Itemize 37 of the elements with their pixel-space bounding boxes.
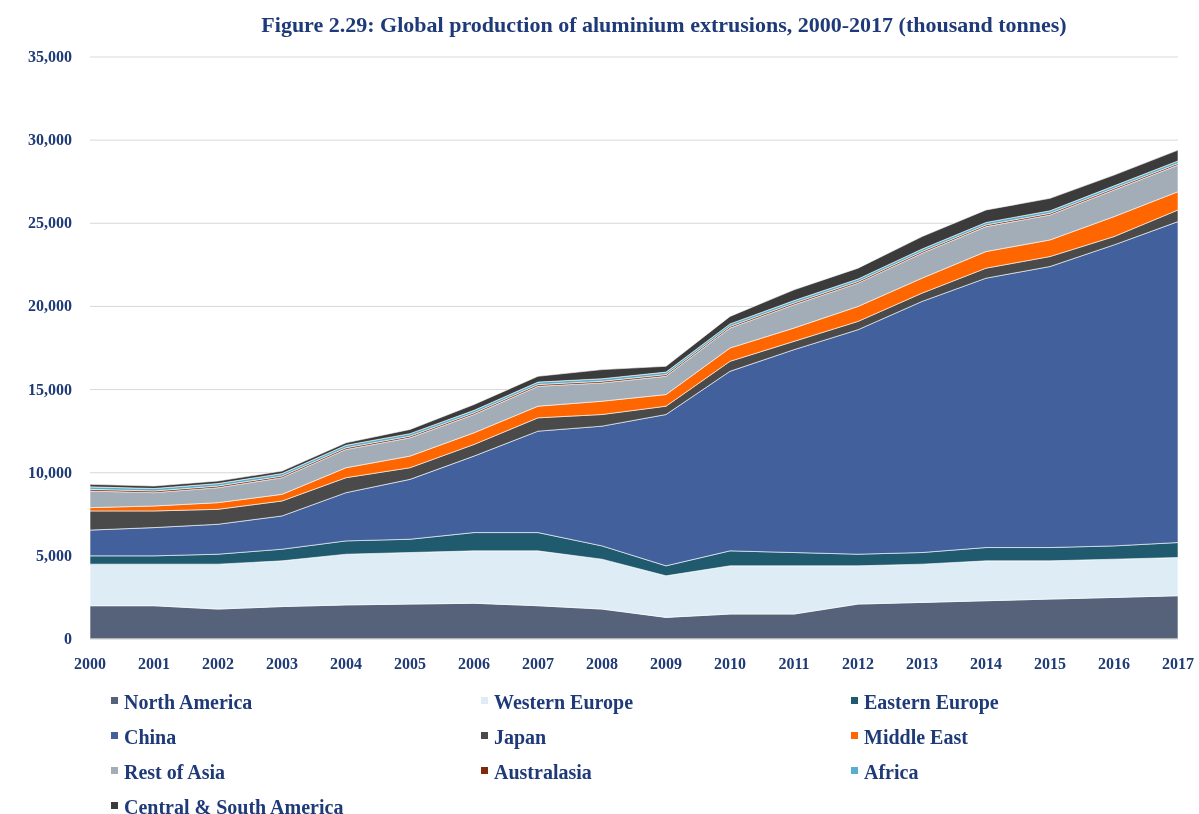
legend-label: Australasia <box>494 760 592 783</box>
y-tick-label: 20,000 <box>28 297 72 315</box>
x-tick-label: 2001 <box>138 655 170 672</box>
legend-label: Central & South America <box>124 795 344 814</box>
x-tick-label: 2009 <box>650 655 682 672</box>
y-tick-label: 25,000 <box>28 214 72 232</box>
y-tick-label: 10,000 <box>28 463 72 481</box>
y-tick-label: 35,000 <box>28 48 72 65</box>
x-tick-label: 2012 <box>842 655 874 672</box>
x-tick-label: 2008 <box>586 655 618 672</box>
x-tick-label: 2016 <box>1098 655 1130 672</box>
x-tick-label: 2003 <box>266 655 298 672</box>
y-tick-label: 15,000 <box>28 380 72 398</box>
x-tick-label: 2002 <box>202 655 234 672</box>
y-tick-label: 30,000 <box>28 131 72 149</box>
y-tick-label: 0 <box>64 630 72 647</box>
chart-title: Figure 2.29: Global production of aluminium extrusions, 2000-2017 (thousand tonnes) <box>261 12 1067 37</box>
legend-label: Western Europe <box>494 690 634 714</box>
x-tick-label: 2004 <box>330 655 362 672</box>
legend-label: China <box>124 725 177 748</box>
x-tick-label: 2000 <box>74 655 106 672</box>
x-tick-label: 2010 <box>714 655 746 672</box>
legend-label: Eastern Europe <box>864 690 999 714</box>
x-tick-label: 2013 <box>906 655 938 672</box>
legend-label: Africa <box>864 760 919 783</box>
x-tick-label: 2011 <box>778 655 810 672</box>
x-tick-label: 2007 <box>522 655 554 672</box>
legend-label: North America <box>124 690 253 713</box>
x-tick-label: 2014 <box>970 655 1002 672</box>
legend-label: Japan <box>494 725 547 749</box>
y-tick-label: 5,000 <box>36 546 72 564</box>
x-tick-label: 2015 <box>1034 655 1066 672</box>
x-tick-label: 2006 <box>458 655 490 672</box>
legend-label: Middle East <box>864 725 969 748</box>
x-tick-label: 2017 <box>1162 655 1194 672</box>
legend-label: Rest of Asia <box>124 760 226 783</box>
x-tick-label: 2005 <box>394 655 426 672</box>
